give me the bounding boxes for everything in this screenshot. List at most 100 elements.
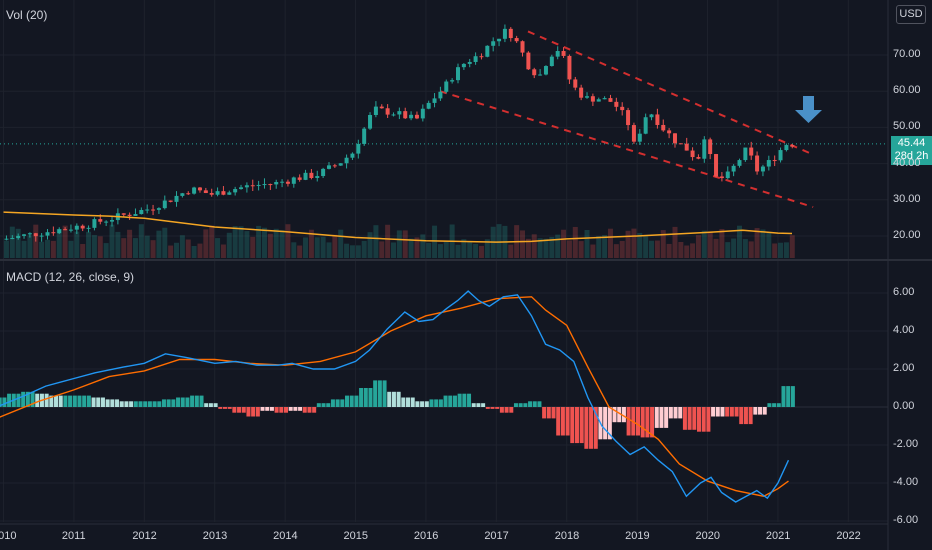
volume-bar <box>402 230 408 258</box>
candle-body <box>227 192 232 195</box>
candle-body <box>98 219 103 222</box>
macd-histogram-bar <box>25 391 30 407</box>
volume-bar <box>103 243 109 258</box>
volume-bar <box>731 238 737 258</box>
candle-body <box>626 110 631 126</box>
candle-body <box>250 185 255 187</box>
volume-bar <box>261 227 267 258</box>
volume-bar <box>373 225 379 258</box>
candle-body <box>33 233 38 237</box>
candle-body <box>368 114 373 129</box>
volume-bar <box>285 224 291 258</box>
candle-body <box>479 56 484 58</box>
macd-histogram-bar <box>321 403 326 407</box>
candle-body <box>186 193 191 195</box>
macd-histogram-bar <box>176 397 181 407</box>
macd-histogram-bar <box>767 403 772 407</box>
candle-body <box>526 52 531 70</box>
time-axis-label: 2016 <box>413 530 439 542</box>
candle-body <box>51 232 56 234</box>
macd-histogram-bar <box>570 407 575 444</box>
volume-bar <box>39 241 45 258</box>
macd-histogram-bar <box>697 407 701 432</box>
candle-body <box>4 238 9 240</box>
macd-histogram-bar <box>316 403 321 407</box>
currency-button[interactable]: USD <box>896 5 926 24</box>
macd-histogram-bar <box>110 399 115 407</box>
volume-bar <box>344 243 350 258</box>
candle-body <box>356 143 361 154</box>
volume-bar <box>115 231 121 258</box>
macd-histogram-bar <box>786 386 791 407</box>
candle-body <box>285 181 290 184</box>
candle-body <box>602 98 607 100</box>
time-axis-label: 2012 <box>132 530 157 542</box>
candle-body <box>192 187 197 194</box>
macd-histogram-bar <box>415 401 420 407</box>
macd-histogram-bar <box>194 395 199 407</box>
macd-histogram-bar <box>345 395 349 407</box>
candle-body <box>555 51 560 57</box>
volume-indicator-label: Vol (20) <box>6 8 48 22</box>
volume-bar <box>766 232 772 258</box>
candle-body <box>579 87 584 98</box>
macd-histogram-bar <box>509 407 514 413</box>
volume-bar <box>725 242 731 258</box>
volume-bar <box>209 225 215 258</box>
macd-histogram-bar <box>523 403 528 407</box>
candle-body <box>567 55 572 80</box>
candle-body <box>321 168 326 177</box>
volume-bar <box>760 229 766 258</box>
candle-body <box>737 160 742 166</box>
macd-histogram-bar <box>274 407 279 413</box>
candle-body <box>262 184 267 186</box>
volume-bar <box>97 236 103 258</box>
macd-histogram-bar <box>706 407 711 432</box>
macd-histogram-bar <box>485 407 490 409</box>
candle-body <box>221 191 226 195</box>
volume-bar <box>590 244 596 258</box>
candle-body <box>573 79 578 88</box>
macd-histogram-bar <box>241 407 246 413</box>
macd-signal-line <box>0 296 789 498</box>
candle-body <box>532 69 537 76</box>
volume-bar <box>203 229 209 258</box>
volume-bar <box>86 231 92 258</box>
volume-bar <box>109 224 115 258</box>
macd-histogram-bar <box>396 391 401 407</box>
macd-histogram-bar <box>330 399 335 407</box>
volume-bar <box>15 228 21 258</box>
macd-histogram-bar <box>359 388 364 407</box>
macd-histogram-bar <box>232 407 237 413</box>
candle-body <box>502 28 507 39</box>
volume-bar <box>355 245 361 258</box>
macd-histogram-bar <box>720 407 725 417</box>
macd-histogram-bar <box>537 401 542 407</box>
volume-bar <box>736 225 742 258</box>
macd-histogram-bar <box>0 397 2 407</box>
candle-body <box>362 128 367 144</box>
candle-body <box>379 106 384 109</box>
macd-histogram-bar <box>91 397 96 407</box>
volume-bar <box>678 241 684 258</box>
time-axis-label: 2017 <box>484 530 509 542</box>
candle-body <box>596 99 601 102</box>
volume-bar <box>420 234 426 258</box>
volume-bar <box>238 226 244 258</box>
candle-body <box>373 106 378 115</box>
candle-body <box>790 145 795 147</box>
time-axis-label: 2019 <box>625 530 650 542</box>
volume-bar <box>684 245 690 258</box>
macd-histogram-bar <box>269 407 274 411</box>
volume-bar <box>156 230 162 258</box>
macd-histogram-bar <box>636 407 640 436</box>
macd-histogram-bar <box>302 407 307 413</box>
macd-histogram-bar <box>68 395 73 407</box>
candle-body <box>104 221 109 223</box>
volume-bar <box>473 243 479 258</box>
candle-body <box>649 114 654 118</box>
candle-body <box>444 81 449 92</box>
volume-bar <box>45 239 51 258</box>
candle-body <box>538 74 543 76</box>
